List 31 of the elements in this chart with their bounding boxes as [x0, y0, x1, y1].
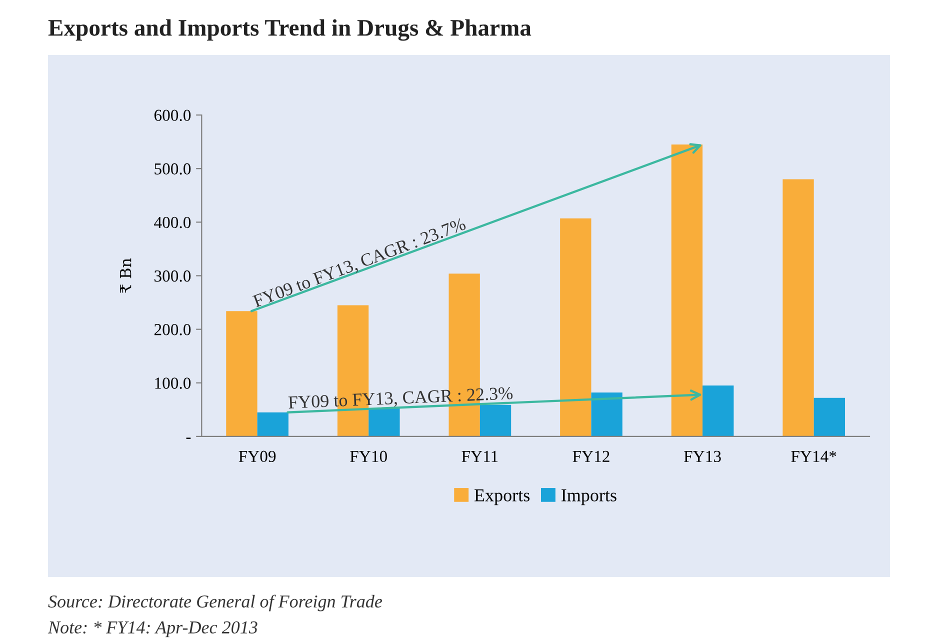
y-tick-label: 500.0 [154, 163, 191, 175]
legend-label: Exports [474, 489, 530, 506]
x-tick-label: FY12 [572, 450, 610, 462]
bar [480, 404, 512, 436]
bar [560, 218, 592, 436]
y-tick-label: 600.0 [154, 110, 191, 122]
y-tick-label: 100.0 [155, 378, 191, 389]
bar [368, 408, 400, 436]
y-tick-label: 400.0 [154, 216, 191, 228]
legend-label: Imports [562, 489, 616, 506]
source-note: Source: Directorate General of Foreign Trade [48, 594, 382, 612]
annotation: FY09 to FY13, CAGR : 23.7% [252, 218, 468, 310]
bar [257, 412, 288, 436]
y-tick-label: 300.0 [154, 270, 191, 282]
annotation: FY09 to FY13, CAGR : 22.3% [288, 386, 513, 412]
x-tick-label: FY09 [238, 450, 276, 462]
x-tick-label: FY11 [462, 450, 498, 462]
y-tick-label: - [186, 438, 191, 439]
x-tick-label: FY13 [684, 450, 721, 462]
x-tick-label: FY10 [350, 450, 387, 462]
y-tick-label: 200.0 [154, 324, 191, 336]
bar [591, 392, 622, 436]
bar [226, 311, 258, 436]
text: Note: * FY14: Apr-Dec 2013 [48, 621, 258, 638]
x-tick-label: FY14* [791, 450, 836, 462]
y-axis-title: ₹ Bn [120, 258, 132, 293]
bar [782, 179, 814, 436]
bar [671, 144, 703, 436]
bar [814, 398, 846, 436]
bar [702, 386, 734, 436]
chart-title: Exports and Imports Trend in Drugs & Pharma [48, 19, 532, 41]
